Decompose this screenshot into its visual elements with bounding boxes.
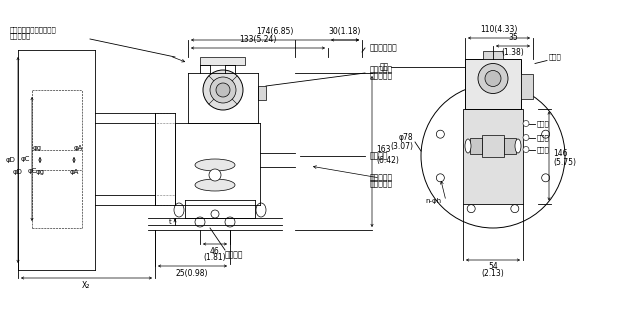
Text: 163: 163 bbox=[376, 146, 391, 155]
Circle shape bbox=[485, 71, 501, 86]
Circle shape bbox=[511, 205, 519, 213]
Ellipse shape bbox=[195, 179, 235, 191]
Text: 30(1.18): 30(1.18) bbox=[329, 27, 361, 36]
Text: 导线管连接口: 导线管连接口 bbox=[370, 44, 397, 52]
Circle shape bbox=[203, 70, 243, 110]
Circle shape bbox=[421, 84, 565, 228]
Text: 内藏显示表: 内藏显示表 bbox=[370, 66, 393, 74]
Circle shape bbox=[211, 210, 219, 218]
Text: 35: 35 bbox=[508, 33, 518, 42]
Circle shape bbox=[511, 99, 519, 107]
Bar bbox=[258, 86, 266, 100]
Text: 46: 46 bbox=[210, 247, 220, 256]
Bar bbox=[483, 51, 503, 59]
Circle shape bbox=[542, 130, 550, 138]
Text: φD: φD bbox=[5, 157, 15, 163]
Bar bbox=[521, 73, 533, 99]
Text: (2.13): (2.13) bbox=[482, 269, 504, 278]
Circle shape bbox=[523, 147, 529, 153]
Circle shape bbox=[467, 205, 475, 213]
Circle shape bbox=[523, 121, 529, 127]
Text: (6.42): (6.42) bbox=[376, 156, 399, 164]
Text: X₂: X₂ bbox=[82, 281, 90, 290]
Text: 25(0.98): 25(0.98) bbox=[176, 269, 208, 278]
Text: 110(4.33): 110(4.33) bbox=[480, 25, 518, 34]
Text: φD: φD bbox=[13, 169, 23, 175]
Ellipse shape bbox=[465, 139, 471, 153]
Bar bbox=[482, 135, 504, 157]
Bar bbox=[200, 57, 245, 65]
Text: n-φh: n-φh bbox=[425, 198, 441, 204]
Circle shape bbox=[225, 217, 235, 227]
Circle shape bbox=[209, 169, 221, 181]
Text: 133(5.24): 133(5.24) bbox=[240, 35, 276, 44]
Text: 调零: 调零 bbox=[380, 62, 389, 71]
Circle shape bbox=[195, 217, 205, 227]
Text: （可选购）: （可选购） bbox=[370, 179, 393, 189]
Text: t: t bbox=[169, 218, 172, 225]
Text: 排液塞: 排液塞 bbox=[537, 146, 550, 153]
Circle shape bbox=[523, 135, 529, 141]
Text: φA: φA bbox=[73, 145, 83, 151]
Circle shape bbox=[436, 130, 444, 138]
Circle shape bbox=[542, 174, 550, 182]
Bar bbox=[470, 138, 482, 154]
Ellipse shape bbox=[195, 159, 235, 171]
Ellipse shape bbox=[174, 203, 184, 217]
Ellipse shape bbox=[256, 203, 266, 217]
Bar bbox=[504, 138, 516, 154]
Circle shape bbox=[210, 77, 236, 103]
Circle shape bbox=[478, 64, 508, 93]
Text: 管道连接件: 管道连接件 bbox=[370, 174, 393, 183]
Circle shape bbox=[436, 174, 444, 182]
Text: (1.81): (1.81) bbox=[203, 253, 227, 262]
Text: φg: φg bbox=[32, 145, 42, 151]
Bar bbox=[463, 108, 523, 204]
Text: 排气塞: 排气塞 bbox=[537, 134, 550, 141]
Text: (5.75): (5.75) bbox=[553, 157, 576, 167]
Text: φ78: φ78 bbox=[398, 134, 413, 142]
Circle shape bbox=[467, 99, 475, 107]
Text: 接地端: 接地端 bbox=[537, 120, 550, 127]
Text: （可选购）: （可选购） bbox=[370, 72, 393, 80]
Text: 146: 146 bbox=[553, 149, 567, 158]
Text: (1.38): (1.38) bbox=[502, 48, 524, 57]
Text: φg: φg bbox=[36, 169, 44, 175]
Text: φC: φC bbox=[27, 168, 37, 174]
Text: φA: φA bbox=[69, 169, 79, 175]
Text: (3.07): (3.07) bbox=[390, 142, 413, 150]
Text: φC: φC bbox=[21, 156, 30, 162]
Bar bbox=[465, 59, 521, 108]
Text: 174(6.85): 174(6.85) bbox=[256, 27, 294, 36]
Text: 管道连接: 管道连接 bbox=[370, 151, 389, 161]
Text: 管道法兰: 管道法兰 bbox=[225, 250, 243, 259]
Text: （可选购）: （可选购） bbox=[10, 32, 31, 39]
Text: 端子侧: 端子侧 bbox=[549, 54, 562, 60]
Ellipse shape bbox=[515, 139, 521, 153]
Circle shape bbox=[216, 83, 230, 97]
Text: 54: 54 bbox=[488, 262, 498, 271]
Text: 外部显示表导线管连接口: 外部显示表导线管连接口 bbox=[10, 26, 57, 33]
